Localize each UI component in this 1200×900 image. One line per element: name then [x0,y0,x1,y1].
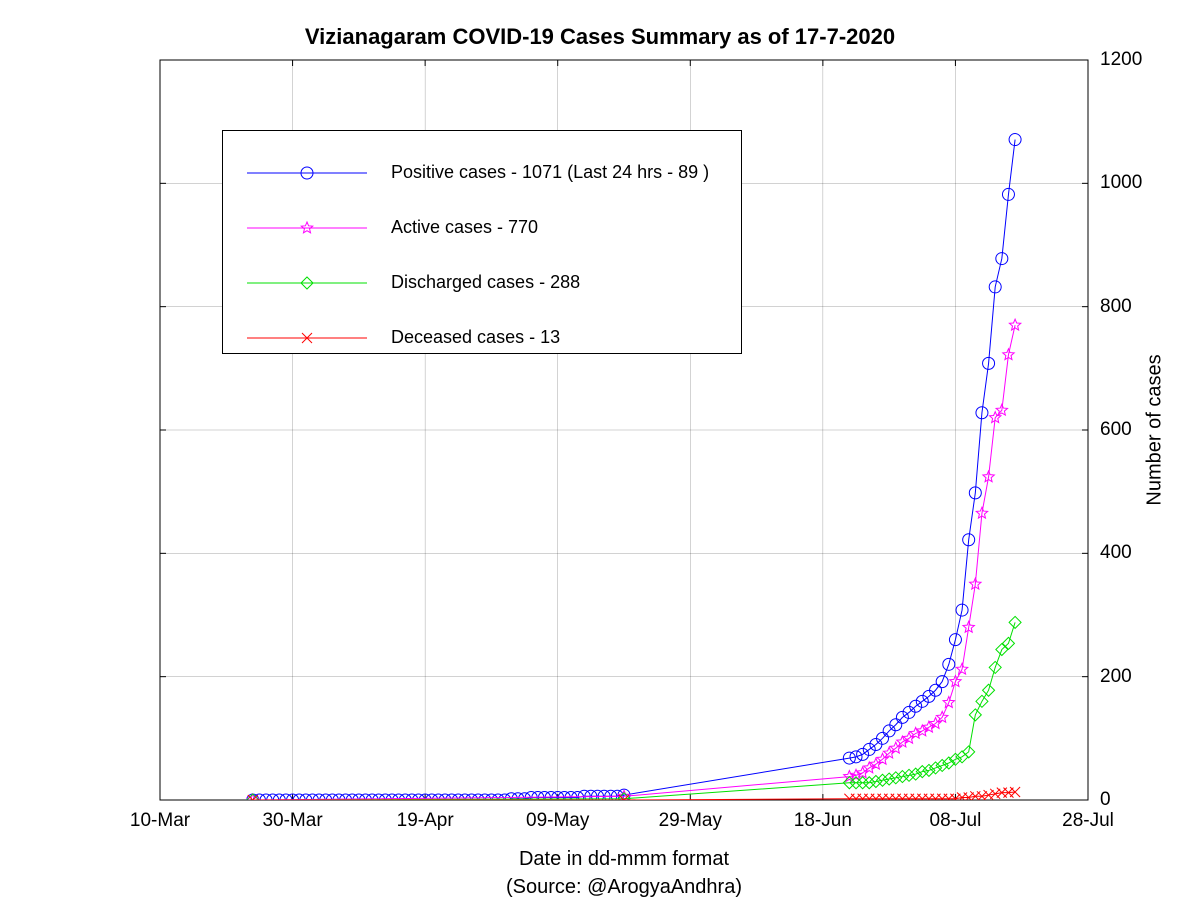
y-tick-label: 0 [1100,789,1111,811]
y-tick-label: 1000 [1100,172,1142,194]
y-tick-label: 800 [1100,296,1132,318]
x-tick-label: 10-Mar [130,810,190,832]
series-discharged [247,616,1021,806]
x-tick-label: 08-Jul [930,810,982,832]
legend-label-active: Active cases - 770 [391,217,538,238]
legend-label-deceased: Deceased cases - 13 [391,327,560,348]
legend-sample-positive [247,163,367,183]
legend-label-positive: Positive cases - 1071 (Last 24 hrs - 89 … [391,162,709,183]
series-active [247,319,1021,805]
legend-label-discharged: Discharged cases - 288 [391,272,580,293]
x-tick-label: 18-Jun [794,810,852,832]
x-axis-label-2: (Source: @ArogyaAndhra) [0,876,1200,899]
y-tick-label: 600 [1100,419,1132,441]
x-tick-label: 09-May [526,810,589,832]
x-tick-label: 19-Apr [397,810,454,832]
legend-sample-active [247,218,367,238]
legend: Positive cases - 1071 (Last 24 hrs - 89 … [222,130,742,354]
legend-sample-discharged [247,273,367,293]
x-tick-label: 30-Mar [262,810,322,832]
legend-sample-deceased [247,328,367,348]
x-axis-label-1: Date in dd-mmm format [0,848,1200,871]
y-tick-label: 1200 [1100,49,1142,71]
y-tick-label: 200 [1100,666,1132,688]
y-tick-label: 400 [1100,542,1132,564]
chart-container: Vizianagaram COVID-19 Cases Summary as o… [0,0,1200,900]
x-tick-label: 28-Jul [1062,810,1114,832]
x-tick-label: 29-May [659,810,722,832]
y-axis-label: Number of cases [1144,354,1167,505]
